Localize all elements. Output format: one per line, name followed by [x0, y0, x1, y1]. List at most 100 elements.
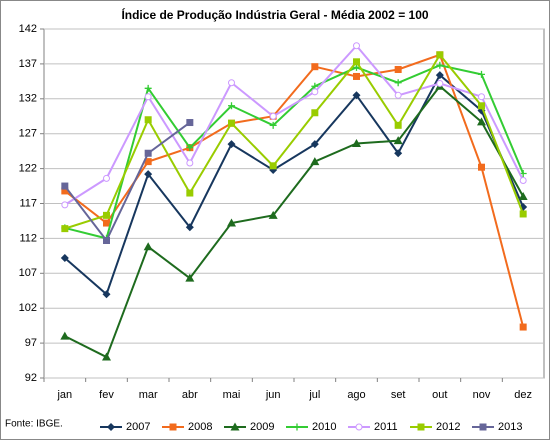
data-point: [228, 102, 235, 110]
y-tick-label: 132: [19, 93, 37, 105]
x-tick-label: ago: [347, 389, 365, 401]
data-point: [394, 149, 403, 158]
legend-marker: [293, 423, 301, 431]
data-point: [269, 112, 277, 120]
data-point: [519, 210, 527, 218]
x-tick-label: nov: [473, 389, 491, 401]
y-tick-label: 122: [19, 163, 37, 175]
y-tick-label: 92: [25, 372, 37, 384]
data-point: [102, 290, 111, 299]
x-tick-label: out: [432, 389, 447, 401]
data-point: [436, 51, 444, 59]
data-point: [103, 174, 110, 182]
y-tick-label: 112: [19, 232, 37, 244]
data-point: [310, 157, 320, 166]
data-point: [519, 323, 527, 331]
data-point: [228, 119, 235, 127]
data-point: [61, 182, 69, 190]
data-point: [394, 65, 402, 73]
data-point: [436, 79, 444, 87]
chart-title: Índice de Produção Indústria Geral - Méd…: [121, 7, 428, 22]
data-point: [103, 236, 110, 244]
y-tick-label: 137: [19, 58, 37, 70]
series-line: [64, 64, 525, 240]
legend-marker: [417, 423, 425, 431]
series-line: [64, 84, 525, 359]
x-tick-label: fev: [99, 389, 114, 401]
y-tick-label: 107: [19, 267, 37, 279]
y-tick-label: 117: [19, 197, 37, 209]
data-point: [393, 136, 403, 145]
data-point: [478, 70, 485, 78]
legend-label: 2010: [312, 421, 336, 433]
data-point: [185, 223, 194, 232]
x-tick-label: dez: [514, 389, 532, 401]
x-tick-label: abr: [182, 389, 198, 401]
y-tick-label: 127: [19, 128, 37, 140]
data-point: [352, 138, 361, 147]
series-line: [64, 53, 525, 230]
legend-label: 2011: [374, 421, 398, 433]
x-tick-label: jul: [308, 389, 320, 401]
legend-label: 2009: [250, 421, 274, 433]
data-point: [228, 79, 235, 87]
data-point: [311, 88, 319, 96]
data-point: [103, 219, 110, 227]
data-point: [519, 169, 527, 177]
legend-marker: [479, 423, 487, 431]
data-point: [394, 121, 402, 129]
source-note: Fonte: IBGE.: [5, 419, 63, 430]
legend-marker: [107, 423, 115, 431]
data-point: [144, 149, 152, 157]
data-point: [478, 93, 485, 101]
data-point: [477, 117, 486, 126]
data-point: [227, 218, 236, 227]
legend-marker: [355, 423, 363, 431]
x-tick-label: jun: [265, 389, 281, 401]
y-tick-label: 142: [19, 23, 37, 35]
data-point: [61, 187, 69, 195]
data-point: [435, 71, 444, 80]
data-point: [311, 109, 319, 117]
legend-label: 2013: [498, 421, 522, 433]
data-point: [144, 84, 152, 92]
data-point: [269, 121, 277, 129]
legend-marker: [230, 422, 240, 431]
data-point: [60, 253, 69, 262]
x-tick-label: mai: [223, 389, 241, 401]
series-line: [64, 73, 525, 296]
data-point: [394, 91, 402, 99]
x-tick-label: mar: [139, 389, 158, 401]
data-point: [185, 273, 195, 282]
data-point: [186, 119, 194, 127]
data-point: [353, 58, 360, 66]
data-point: [311, 63, 319, 71]
legend-marker: [169, 423, 177, 431]
data-point: [144, 158, 152, 166]
data-point: [519, 176, 527, 184]
data-point: [144, 116, 152, 124]
data-point: [268, 210, 278, 219]
data-point: [352, 91, 361, 100]
legend-label: 2008: [188, 421, 212, 433]
x-tick-label: jan: [56, 389, 72, 401]
data-point: [186, 189, 194, 197]
legend-label: 2007: [126, 421, 150, 433]
data-point: [186, 144, 194, 152]
y-tick-label: 97: [25, 337, 37, 349]
data-point: [144, 170, 153, 179]
data-point: [353, 72, 360, 80]
data-point: [353, 42, 360, 50]
data-point: [102, 352, 111, 361]
data-point: [186, 159, 194, 167]
series-line: [64, 53, 525, 328]
data-point: [310, 140, 319, 149]
x-tick-label: set: [391, 389, 406, 401]
data-point: [478, 102, 485, 110]
data-point: [394, 79, 402, 87]
y-tick-label: 102: [19, 302, 37, 314]
data-point: [227, 140, 236, 149]
data-point: [103, 211, 110, 219]
data-point: [60, 331, 70, 340]
